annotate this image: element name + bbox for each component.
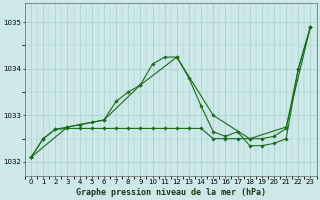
X-axis label: Graphe pression niveau de la mer (hPa): Graphe pression niveau de la mer (hPa) [76, 188, 266, 197]
